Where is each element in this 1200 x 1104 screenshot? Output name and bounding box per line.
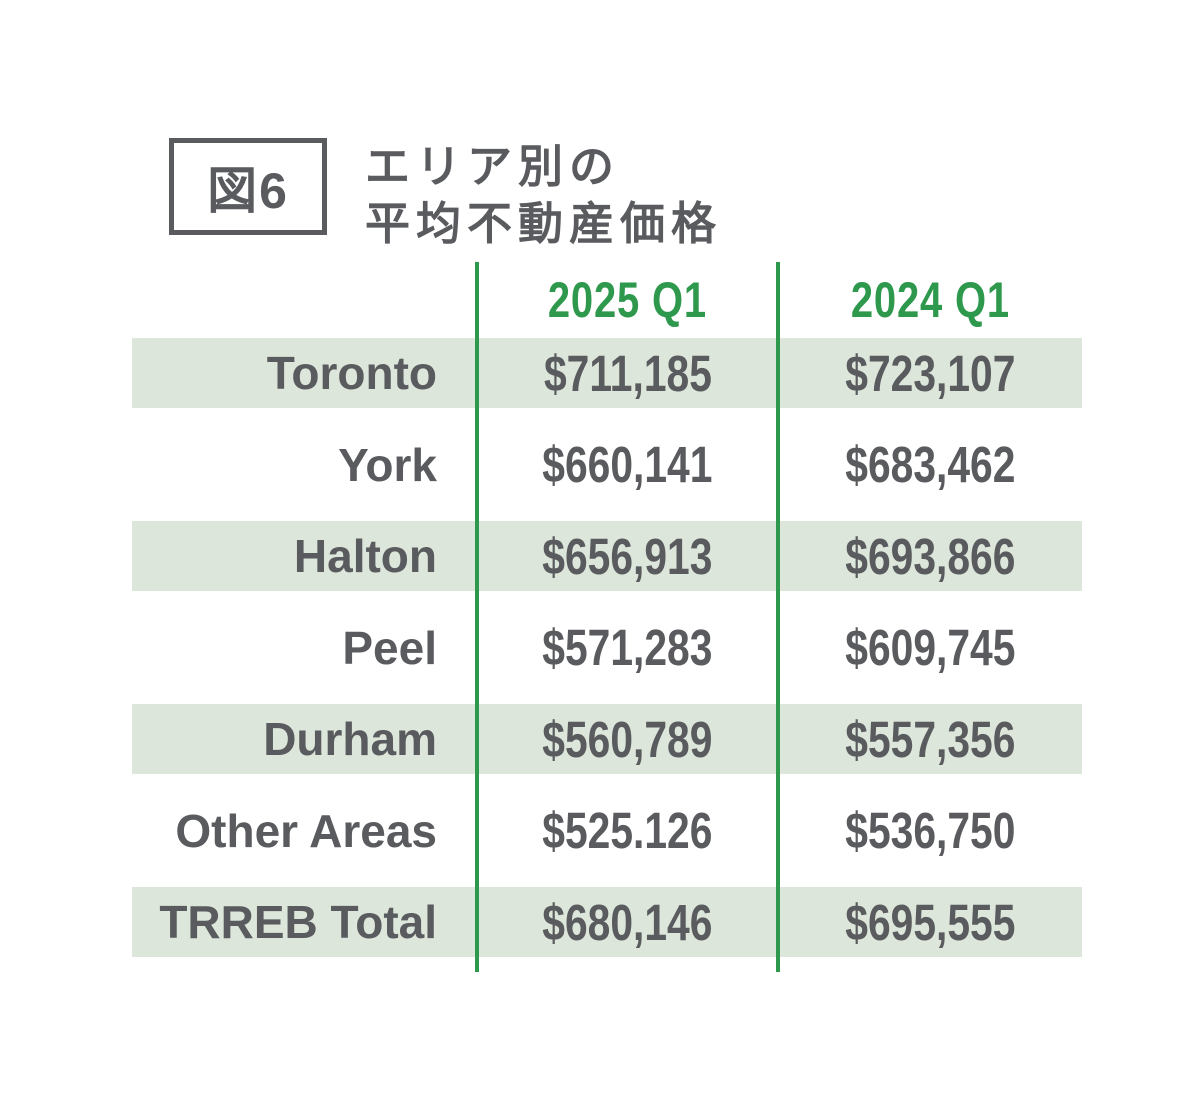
- row-label: York: [338, 438, 437, 491]
- row-label: Peel: [342, 621, 437, 674]
- row-label: Halton: [293, 530, 437, 582]
- column-header-2025q1: 2025 Q1: [547, 272, 708, 328]
- value-2025q1: $680,146: [542, 893, 713, 951]
- value-2024q1: $723,107: [844, 344, 1016, 402]
- value-2024q1: $693,866: [844, 527, 1016, 585]
- value-2025q1: $711,185: [543, 344, 712, 402]
- price-table: 2025 Q1 2024 Q1 Toronto $711,185 $723,10…: [132, 262, 1082, 957]
- value-2025q1: $525.126: [542, 802, 713, 859]
- value-2025q1: $571,283: [542, 619, 713, 676]
- header-spacer: [132, 262, 477, 338]
- row-label: Other Areas: [175, 804, 437, 857]
- figure-label-box: 図6: [169, 138, 327, 235]
- table-row-halton: Halton $656,913 $693,866: [132, 521, 1082, 591]
- figure-title-line1: エリア別の: [365, 141, 621, 192]
- figure-title-line2: 平均不動産価格: [365, 198, 723, 249]
- value-2025q1: $660,141: [542, 436, 713, 493]
- value-2025q1: $656,913: [542, 527, 713, 585]
- table-row-peel: Peel $571,283 $609,745: [132, 591, 1082, 704]
- row-label: TRREB Total: [159, 896, 437, 948]
- table-header-row: 2025 Q1 2024 Q1: [132, 262, 1082, 338]
- row-label: Toronto: [266, 347, 437, 399]
- value-2024q1: $536,750: [844, 802, 1016, 859]
- column-header-2024q1: 2024 Q1: [850, 272, 1010, 328]
- table-row-trreb-total: TRREB Total $680,146 $695,555: [132, 887, 1082, 957]
- figure-title: エリア別の 平均不動産価格: [365, 138, 722, 252]
- value-2024q1: $683,462: [844, 436, 1016, 493]
- column-divider-right-line: [776, 262, 780, 972]
- table-row-other-areas: Other Areas $525.126 $536,750: [132, 774, 1082, 887]
- table-row-durham: Durham $560,789 $557,356: [132, 704, 1082, 774]
- figure-header: 図6 エリア別の 平均不動産価格: [169, 138, 722, 252]
- table-row-toronto: Toronto $711,185 $723,107: [132, 338, 1082, 408]
- value-2024q1: $609,745: [844, 619, 1016, 676]
- row-label: Durham: [263, 713, 437, 765]
- value-2024q1: $557,356: [844, 710, 1016, 768]
- value-2024q1: $695,555: [844, 893, 1016, 951]
- figure-label: 図6: [207, 162, 289, 219]
- value-2025q1: $560,789: [542, 710, 713, 768]
- column-divider-left-line: [475, 262, 479, 972]
- table-row-york: York $660,141 $683,462: [132, 408, 1082, 521]
